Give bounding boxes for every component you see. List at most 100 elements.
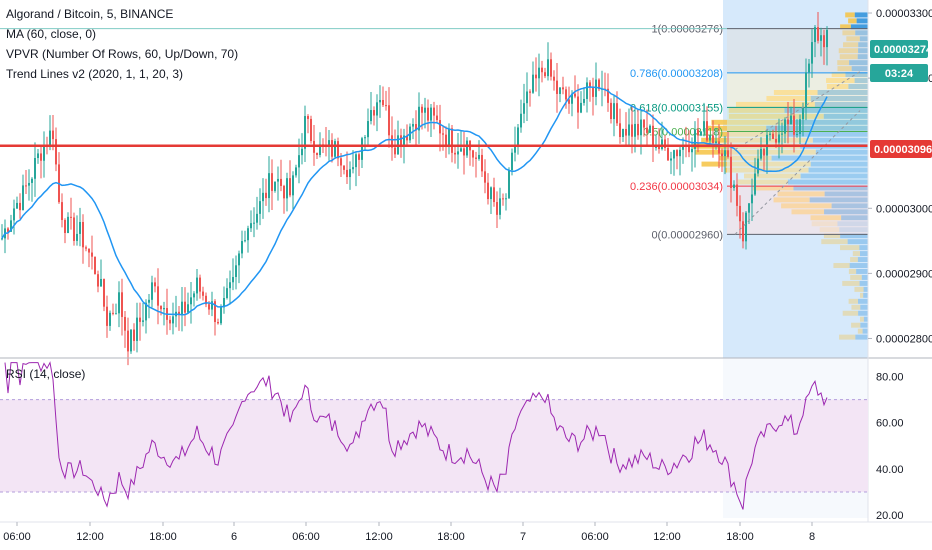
vp-row-up [851,322,861,328]
ma-legend[interactable]: MA (60, close, 0) [6,27,97,41]
vp-row-up [821,239,848,245]
candle-body [109,312,111,326]
candle-body [550,59,552,77]
chart-legend: Algorand / Bitcoin, 5, BINANCE MA (60, c… [6,4,238,84]
candle-body [535,74,537,79]
candle-body [346,169,348,178]
candle-body [562,87,564,90]
trendlines-legend[interactable]: Trend Lines v2 (2020, 1, 1, 20, 3) [6,67,183,81]
candle-body [115,313,117,315]
candle-body [187,304,189,313]
candle-body [826,29,828,48]
candle-body [559,87,561,94]
rsi-tick-label: 20.00 [876,510,904,522]
candle-body [661,139,663,150]
vp-row-down [859,280,868,286]
candle-body [148,299,150,303]
vp-row-up [860,292,864,298]
candle-body [526,91,528,104]
candle-body [274,181,276,191]
candle-body [241,241,243,254]
candle-body [385,105,387,107]
candle-body [769,133,771,135]
candle-body [334,141,336,157]
candle-body [226,288,228,298]
vp-row-down [854,12,868,18]
candle-body [799,119,801,135]
vp-row-down [859,245,868,251]
candle-body [505,198,507,200]
candle-body [571,93,573,104]
hline-price-badge: 0.00003096 [870,140,932,158]
candle-body [709,135,711,141]
candle-body [13,208,15,221]
fib-level-label: 0(0.00002960) [651,229,723,241]
candle-body [490,187,492,200]
time-tick-label: 12:00 [365,531,393,543]
candle-body [574,93,576,97]
rsi-line [4,361,828,510]
candle-body [412,124,414,127]
candle-body [193,293,195,298]
vp-row-down [861,274,868,280]
candle-body [244,240,246,242]
candle-body [421,106,423,113]
candle-body [583,98,585,103]
candle-body [697,129,699,136]
candle-body [277,178,279,182]
candle-body [718,141,720,154]
candle-body [88,248,90,253]
price-axis[interactable] [868,0,932,550]
candle-body [703,121,705,132]
candle-body [721,153,723,157]
time-tick-label: 06:00 [292,531,320,543]
candle-body [547,59,549,77]
vpvr-legend[interactable]: VPVR (Number Of Rows, 60, Up/Down, 70) [6,47,239,61]
candle-body [43,144,45,161]
vp-row-up [840,245,860,251]
trend-line [734,71,861,151]
candle-body [739,205,741,222]
vp-row-up [848,18,857,24]
vp-row-down [860,322,868,328]
candle-body [823,35,825,48]
candle-body [520,113,522,128]
candle-body [49,130,51,147]
candle-body [268,173,270,199]
candle-body [112,312,114,314]
candle-body [40,153,42,161]
time-tick-label: 06:00 [581,531,609,543]
candle-body [124,316,126,331]
candle-body [517,127,519,146]
fib-level-label: 0.5(0.00003118) [643,126,723,138]
vp-row-up [850,274,862,280]
symbol-title[interactable]: Algorand / Bitcoin, 5, BINANCE [6,7,174,21]
candle-body [31,178,33,183]
candle-body [136,317,138,341]
candle-body [790,115,792,125]
candle-body [727,150,729,157]
candle-body [373,110,375,116]
rsi-tick-label: 80.00 [876,371,904,383]
vp-row-up [852,251,860,257]
candle-body [301,148,303,156]
candle-body [508,170,510,199]
candle-body [787,119,789,125]
candle-body [67,216,69,234]
candle-body [253,222,255,224]
candle-body [76,233,78,241]
candle-body [748,203,750,213]
candle-body [475,157,477,159]
candle-body [493,187,495,203]
candle-body [94,256,96,275]
rsi-tick-label: 60.00 [876,418,904,430]
candle-body [355,154,357,168]
rsi-legend[interactable]: RSI (14, close) [6,367,86,381]
candle-body [319,144,321,155]
candle-body [805,72,807,108]
candle-body [808,63,810,73]
candle-body [655,146,657,148]
candle-body [565,89,567,100]
trend-line [734,110,861,235]
